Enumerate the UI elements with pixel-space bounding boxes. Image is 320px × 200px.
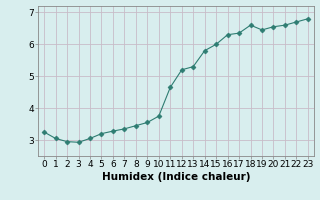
X-axis label: Humidex (Indice chaleur): Humidex (Indice chaleur) — [102, 172, 250, 182]
